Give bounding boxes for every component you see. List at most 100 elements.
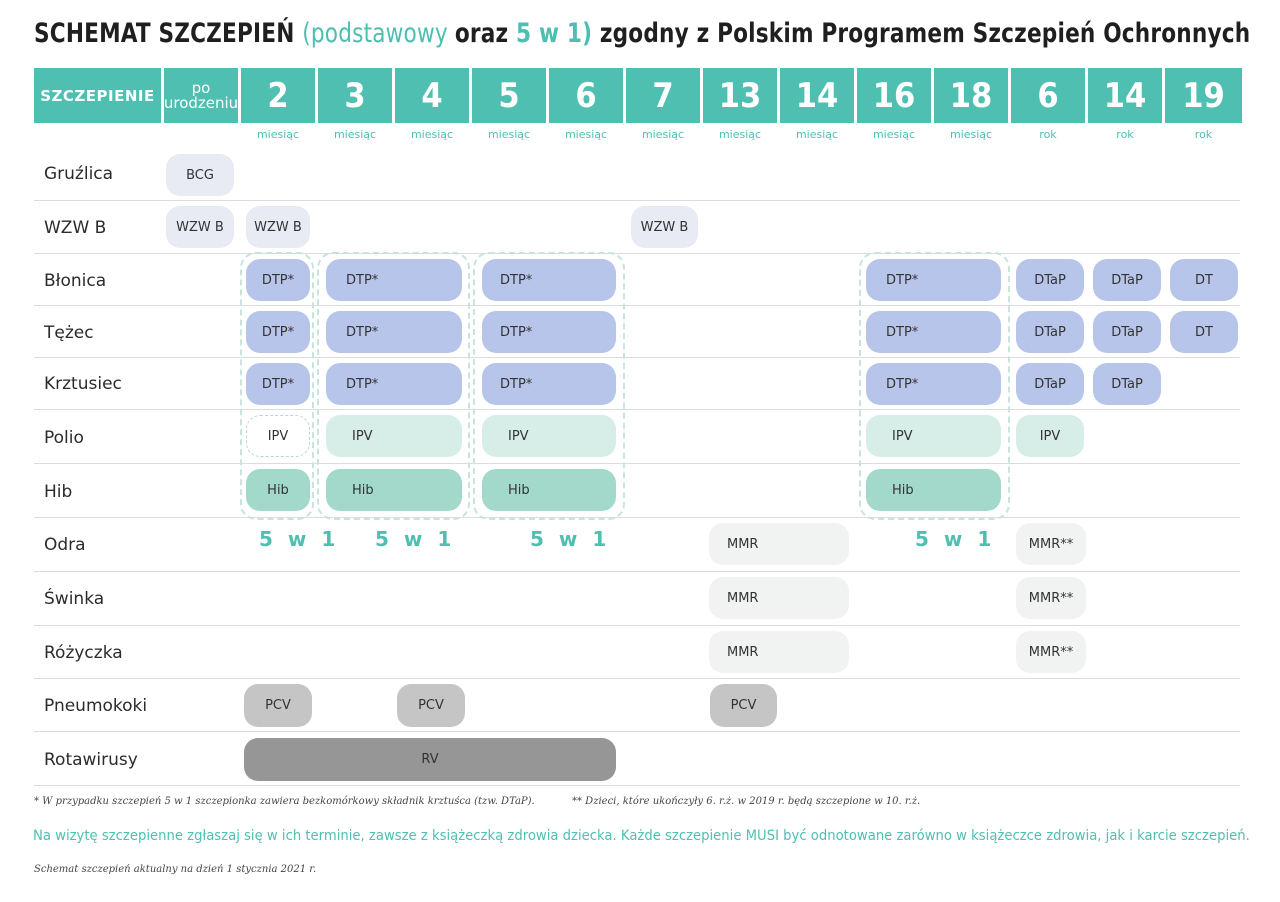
vaccine-dtp: DTP* <box>866 311 1001 353</box>
vaccine-dtp: DTP* <box>866 259 1001 301</box>
unit-col-11: rok <box>1039 128 1057 141</box>
vaccine-pcv: PCV <box>244 684 312 727</box>
header-col-6: 7 <box>626 68 700 123</box>
vaccine-wzwb: WZW B <box>166 206 234 248</box>
vaccine-dtp: DTP* <box>326 259 462 301</box>
five-in-one-group <box>859 252 1010 520</box>
unit-col-1: miesiąc <box>256 128 300 141</box>
row-label-tezec: Tężec <box>44 323 94 343</box>
row-label-rozyczka: Różyczka <box>44 643 123 663</box>
footnote-2: ** Dzieci, które ukończyły 6. r.ż. w 201… <box>572 796 921 807</box>
row-label-odra: Odra <box>44 535 86 555</box>
five-in-one-group <box>317 252 470 520</box>
header-col-3: 4 <box>395 68 469 123</box>
unit-col-4: miesiąc <box>487 128 531 141</box>
header-col-8: 14 <box>780 68 854 123</box>
vaccine-dtp: DTP* <box>482 363 616 405</box>
vaccine-bcg: BCG <box>166 154 234 196</box>
vaccine-ipv: IPV <box>482 415 616 457</box>
header-po: po <box>191 78 211 97</box>
vaccine-dtp: DTP* <box>482 259 616 301</box>
vaccine-pcv: PCV <box>710 684 777 727</box>
unit-col-6: miesiąc <box>641 128 685 141</box>
vaccine-dtap: DTaP <box>1093 259 1161 301</box>
page-title: SCHEMAT SZCZEPIEŃ (podstawowy oraz 5 w 1… <box>34 18 1250 49</box>
unit-col-8: miesiąc <box>795 128 839 141</box>
vaccine-hib: Hib <box>866 469 1001 511</box>
vaccine-dtp: DTP* <box>246 363 310 405</box>
header-col-9: 16 <box>857 68 931 123</box>
vaccine-pcv: PCV <box>397 684 465 727</box>
row-divider <box>34 253 1240 254</box>
vaccine-dtap: DTaP <box>1016 311 1084 353</box>
vaccine-wzwb: WZW B <box>631 206 698 248</box>
vaccine-dtp: DTP* <box>326 363 462 405</box>
vaccine-rv: RV <box>244 738 616 781</box>
row-divider <box>34 625 1240 626</box>
vaccine-wzwb: WZW B <box>246 206 310 248</box>
header-col-13: 19 <box>1165 68 1242 123</box>
header-vaccine: SZCZEPIENIE <box>34 68 161 123</box>
row-label-krztusiec: Krztusiec <box>44 374 122 394</box>
header-col-5: 6 <box>549 68 623 123</box>
title-part-1: SCHEMAT SZCZEPIEŃ <box>34 18 303 49</box>
five-in-one-group <box>240 252 314 520</box>
row-divider <box>34 571 1240 572</box>
vaccine-dt: DT <box>1170 259 1238 301</box>
five-in-one-label: 5 w 1 <box>259 527 340 551</box>
row-divider <box>34 305 1240 306</box>
vaccine-mmr: MMR <box>709 631 849 673</box>
vaccine-dtp: DTP* <box>246 259 310 301</box>
row-label-wzwb: WZW B <box>44 218 107 238</box>
vaccine-dt: DT <box>1170 311 1238 353</box>
row-divider <box>34 357 1240 358</box>
unit-col-5: miesiąc <box>564 128 608 141</box>
row-label-rotawirusy: Rotawirusy <box>44 750 138 770</box>
unit-col-13: rok <box>1194 128 1213 141</box>
vaccine-ipv: IPV <box>326 415 462 457</box>
title-part-4: 5 w 1) <box>516 18 600 49</box>
title-part-5: zgodny z Polskim Programem Szczepień Och… <box>599 18 1251 49</box>
five-in-one-label: 5 w 1 <box>915 527 996 551</box>
row-label-blonica: Błonica <box>44 271 107 291</box>
vaccine-mmr: MMR <box>709 577 849 619</box>
header-col-12: 14 <box>1088 68 1162 123</box>
unit-col-7: miesiąc <box>718 128 762 141</box>
title-part-2: (podstawowy <box>302 18 455 49</box>
row-divider <box>34 409 1240 410</box>
header-col-11: 6 <box>1011 68 1085 123</box>
vaccine-hib: Hib <box>246 469 310 511</box>
vaccine-ipv: IPV <box>1016 415 1084 457</box>
five-in-one-group <box>473 252 625 520</box>
row-label-polio: Polio <box>44 428 84 448</box>
unit-col-9: miesiąc <box>872 128 916 141</box>
row-divider <box>34 785 1240 786</box>
header-col-1: 2 <box>241 68 315 123</box>
date-note: Schemat szczepień aktualny na dzień 1 st… <box>34 864 317 875</box>
title-part-3: oraz <box>454 18 517 49</box>
row-divider <box>34 463 1240 464</box>
header-urodzeniu: urodzeniu <box>163 93 239 112</box>
vaccine-mmr: MMR <box>709 523 849 565</box>
header-col-4: 5 <box>472 68 546 123</box>
header-col-2: 3 <box>318 68 392 123</box>
row-label-pneumokoki: Pneumokoki <box>44 696 148 716</box>
row-divider <box>34 678 1240 679</box>
vaccine-dtap: DTaP <box>1093 363 1161 405</box>
row-divider <box>34 517 1240 518</box>
vaccine-mmr2: MMR** <box>1016 631 1086 673</box>
vaccine-dtp: DTP* <box>482 311 616 353</box>
unit-col-3: miesiąc <box>410 128 454 141</box>
vaccine-dtap: DTaP <box>1016 259 1084 301</box>
vaccine-ipv: IPV <box>866 415 1001 457</box>
header-col-10: 18 <box>934 68 1008 123</box>
header-after-birth: po urodzeniu <box>164 68 238 123</box>
vaccine-dtap: DTaP <box>1016 363 1084 405</box>
unit-col-12: rok <box>1116 128 1134 141</box>
vaccine-dtap: DTaP <box>1093 311 1161 353</box>
vaccine-hib: Hib <box>482 469 616 511</box>
vaccine-dtp: DTP* <box>866 363 1001 405</box>
row-label-gruzlica: Gruźlica <box>44 164 114 184</box>
unit-col-2: miesiąc <box>333 128 377 141</box>
five-in-one-label: 5 w 1 <box>530 527 611 551</box>
